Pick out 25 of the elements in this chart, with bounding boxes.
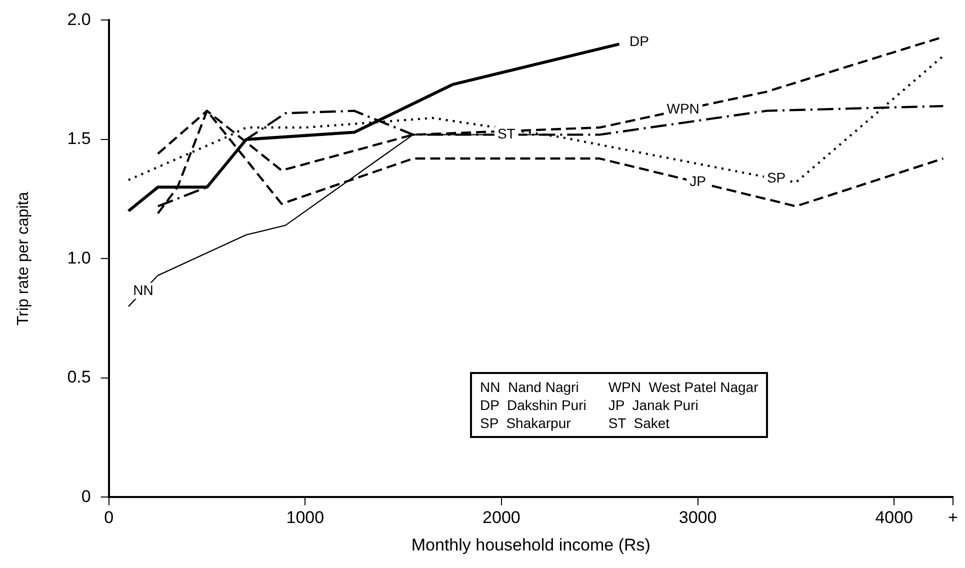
annotation: JP Janak Puri [608,396,700,414]
x-tick-label: 2000 [482,508,520,528]
y-tick-label: 0 [81,486,91,506]
series-label: JP [690,173,706,190]
annotation: ST Saket [608,414,671,432]
x-tick-label: 0 [104,508,114,528]
y-axis-title: Trip rate per capita [15,192,32,326]
y-tick-label: 1.5 [67,129,91,148]
x-tick-label: 4000 [875,508,914,528]
y-tick-label: 2.0 [67,10,91,29]
annotation: SP Shakarpur [480,414,572,432]
annotation: DP Dakshin Puri [480,396,586,414]
annotation: WPN West Patel Nagar [608,378,758,396]
y-tick-label: 1.0 [67,248,91,268]
series-label: ST [497,126,516,142]
series-label: DP [630,32,649,49]
x-axis-title: Monthly household income (Rs) [411,535,650,554]
annotation: NN Nand Nagri [480,378,580,396]
y-tick-label: 0.5 [67,368,91,387]
x-tick-label: + [948,508,958,528]
x-tick-label: 1000 [286,508,324,528]
series-label: NN [133,282,154,298]
series-label: WPN [666,100,700,116]
series-label: SP [766,170,786,186]
x-tick-label: 3000 [678,508,717,528]
